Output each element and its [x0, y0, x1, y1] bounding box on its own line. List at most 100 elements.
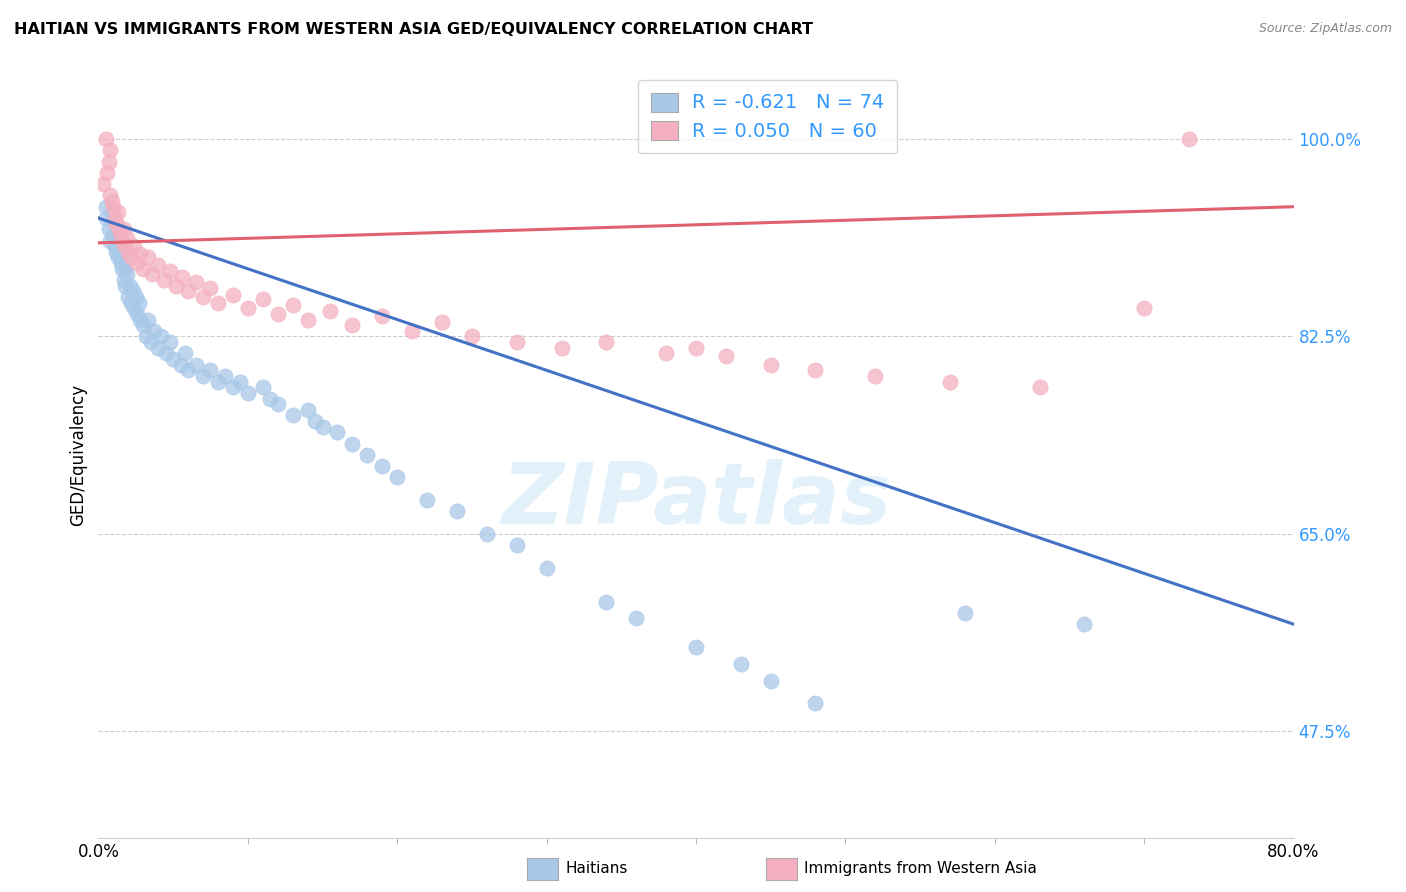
Point — [107, 205, 129, 219]
Point — [141, 268, 163, 282]
Point — [115, 268, 138, 282]
Point — [595, 594, 617, 608]
Point — [506, 335, 529, 350]
Point — [200, 363, 222, 377]
Point — [132, 261, 155, 276]
Point — [101, 194, 124, 208]
Point — [401, 324, 423, 338]
Text: ZIPatlas: ZIPatlas — [501, 459, 891, 542]
Point — [685, 640, 707, 654]
Text: Haitians: Haitians — [565, 862, 627, 876]
Point — [214, 368, 236, 383]
Point — [108, 234, 131, 248]
Point — [281, 298, 304, 312]
Point — [191, 368, 214, 383]
Point — [430, 315, 453, 329]
Point — [385, 470, 409, 484]
Point — [128, 295, 150, 310]
Point — [142, 324, 165, 338]
Point — [104, 239, 127, 253]
Point — [184, 276, 207, 290]
Point — [759, 673, 782, 688]
Point — [356, 448, 378, 462]
Point — [129, 312, 152, 326]
Point — [124, 301, 146, 316]
Point — [110, 256, 132, 270]
Point — [267, 397, 290, 411]
Point — [371, 459, 394, 474]
Point — [153, 273, 176, 287]
Point — [139, 335, 162, 350]
Point — [685, 341, 707, 355]
Point — [103, 227, 125, 242]
Point — [1133, 301, 1156, 316]
Point — [162, 352, 184, 367]
Point — [118, 278, 141, 293]
Point — [98, 144, 122, 158]
Point — [626, 611, 648, 625]
Point — [222, 287, 245, 301]
Point — [129, 247, 152, 261]
Point — [112, 222, 135, 236]
Point — [326, 425, 349, 440]
Point — [297, 402, 319, 417]
Point — [111, 234, 134, 248]
Point — [177, 285, 200, 299]
Legend: R = -0.621   N = 74, R = 0.050   N = 60: R = -0.621 N = 74, R = 0.050 N = 60 — [638, 80, 897, 153]
Point — [475, 527, 498, 541]
Point — [319, 303, 342, 318]
Point — [127, 256, 149, 270]
Point — [148, 341, 170, 355]
Point — [236, 301, 259, 316]
Point — [124, 239, 146, 253]
Point — [98, 234, 122, 248]
Point — [150, 329, 173, 343]
Point — [159, 335, 181, 350]
Point — [111, 261, 134, 276]
Point — [1028, 380, 1050, 394]
Point — [759, 358, 782, 372]
Point — [550, 341, 572, 355]
Point — [159, 264, 181, 278]
Point — [200, 281, 222, 295]
Point — [655, 346, 678, 360]
Point — [446, 504, 468, 518]
Point — [207, 375, 229, 389]
Point — [506, 538, 529, 552]
Point — [91, 177, 114, 191]
Point — [108, 222, 131, 236]
Point — [117, 244, 139, 259]
Point — [111, 251, 134, 265]
Point — [236, 385, 259, 400]
Point — [94, 132, 117, 146]
Point — [461, 329, 484, 343]
Point — [127, 307, 149, 321]
Point — [259, 392, 281, 406]
Point — [865, 368, 887, 383]
Point — [136, 251, 159, 265]
Point — [939, 375, 962, 389]
Point — [104, 211, 127, 225]
Point — [94, 200, 117, 214]
Point — [297, 312, 319, 326]
Point — [115, 231, 138, 245]
Point — [125, 290, 148, 304]
Point — [110, 227, 132, 242]
Point — [169, 358, 191, 372]
Point — [132, 318, 155, 333]
Point — [1178, 132, 1201, 146]
Point — [252, 380, 274, 394]
Point — [222, 380, 245, 394]
Y-axis label: GED/Equivalency: GED/Equivalency — [69, 384, 87, 526]
Point — [120, 251, 142, 265]
Point — [714, 349, 737, 363]
Point — [281, 409, 304, 423]
Point — [121, 285, 143, 299]
Point — [342, 436, 364, 450]
Point — [730, 657, 752, 671]
Text: HAITIAN VS IMMIGRANTS FROM WESTERN ASIA GED/EQUIVALENCY CORRELATION CHART: HAITIAN VS IMMIGRANTS FROM WESTERN ASIA … — [14, 22, 813, 37]
Point — [174, 346, 197, 360]
Point — [536, 560, 558, 574]
Point — [101, 205, 124, 219]
Text: Source: ZipAtlas.com: Source: ZipAtlas.com — [1258, 22, 1392, 36]
